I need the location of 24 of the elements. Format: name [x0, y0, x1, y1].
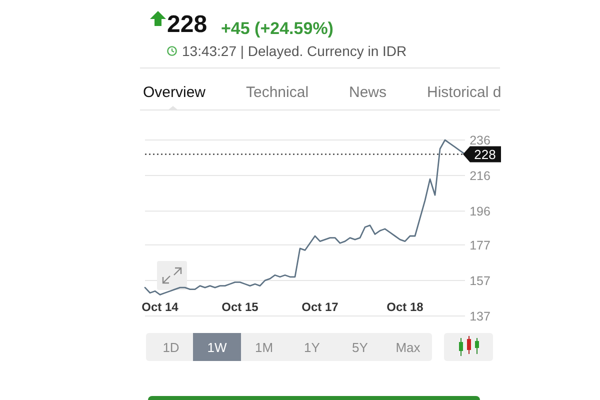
y-tick-label: 196: [470, 204, 490, 218]
chart-title: 228: [167, 11, 208, 38]
text: 5Y: [352, 340, 368, 355]
y-tick-label: 177: [470, 238, 490, 252]
text: 1W: [207, 340, 228, 355]
text: 1M: [254, 340, 274, 355]
text: 1Y: [304, 340, 320, 355]
text: Max: [396, 340, 421, 355]
y-tick-label: 236: [470, 133, 490, 148]
x-tick-label: Oct 18: [386, 300, 424, 314]
y-tick-label: 157: [470, 274, 490, 288]
x-tick-label: Oct 14: [142, 300, 179, 314]
y-tick-label: 137: [470, 309, 490, 324]
chart-subtitle: +45 (+24.59%): [221, 19, 334, 38]
y-tick-label: 216: [470, 168, 490, 183]
ref-line-label: 228: [474, 146, 496, 162]
text: Historical d: [427, 84, 502, 101]
text: 13:43:27 | Delayed. Currency in IDR: [182, 43, 407, 59]
x-tick-label: Oct 15: [222, 300, 259, 314]
x-tick-label: Oct 17: [302, 300, 339, 314]
text: 1D: [162, 340, 180, 355]
text: News: [349, 84, 387, 101]
text: Overview: [143, 84, 206, 101]
text: Technical: [246, 84, 309, 101]
